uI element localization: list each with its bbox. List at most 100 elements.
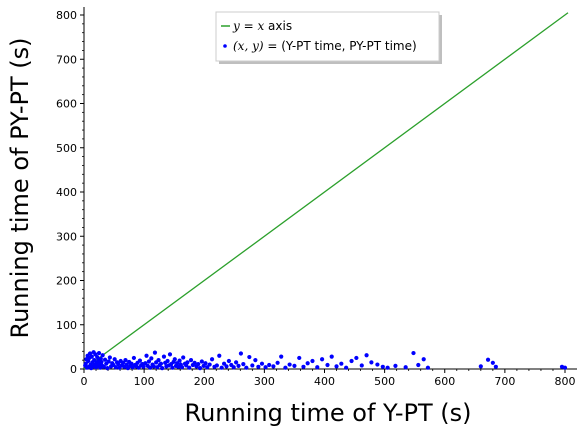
data-point [279, 354, 284, 359]
data-point [143, 361, 148, 366]
data-point [185, 360, 190, 365]
data-point [87, 351, 93, 356]
data-point [137, 358, 143, 363]
data-point [403, 365, 408, 370]
data-point [105, 366, 110, 371]
axes-frame [83, 7, 577, 370]
data-point [96, 350, 102, 356]
data-point [305, 361, 310, 366]
data-point [250, 363, 255, 368]
y-tick-label: 200 [56, 275, 77, 288]
data-point [175, 361, 180, 366]
reference-line-layer [83, 12, 569, 370]
data-point [199, 359, 204, 364]
data-point [151, 364, 156, 369]
data-point [226, 358, 232, 364]
legend-entry-line-label: axis [264, 19, 292, 33]
data-point [224, 364, 229, 369]
data-point [329, 354, 334, 359]
points-layer [83, 350, 568, 371]
data-point [310, 358, 315, 364]
data-point [100, 353, 105, 358]
data-point [112, 357, 117, 362]
y-tick-label: 500 [56, 142, 77, 155]
x-tick-label: 800 [555, 375, 576, 388]
legend-entry-line-math: y = x [232, 19, 264, 33]
data-point [179, 365, 185, 370]
y-tick-label: 800 [56, 9, 77, 22]
data-point [205, 365, 210, 370]
data-point [339, 361, 344, 366]
data-point [380, 364, 385, 369]
data-point [369, 360, 374, 365]
legend-entry-points: (x, y) = (Y-PT time, PY-PT time) [233, 39, 417, 53]
data-point [129, 361, 134, 366]
data-point [92, 358, 97, 363]
data-point [287, 362, 292, 367]
data-point [267, 362, 272, 368]
data-point [421, 357, 426, 362]
data-point [83, 361, 88, 366]
y-axis-ticks: 0 100 200 300 400 500 600 700 800 [56, 9, 84, 376]
data-point [152, 350, 158, 355]
data-point [485, 357, 491, 362]
x-tick-label: 400 [314, 375, 335, 388]
data-point [187, 365, 192, 370]
data-point [158, 361, 164, 366]
legend-entry-points-label: (Y-PT time, PY-PT time) [277, 39, 416, 53]
data-point [315, 365, 320, 370]
data-point [209, 357, 215, 362]
data-point [275, 360, 280, 365]
x-tick-label: 0 [81, 375, 88, 388]
data-point [116, 362, 121, 367]
data-point [493, 364, 498, 369]
data-point [101, 364, 106, 369]
data-point [221, 361, 227, 366]
data-point [120, 360, 126, 365]
data-point [247, 354, 252, 360]
data-point [214, 363, 219, 368]
data-point [562, 365, 568, 370]
y-tick-label: 300 [56, 230, 77, 243]
data-point [234, 360, 239, 365]
data-point [203, 361, 208, 366]
x-axis-ticks: 0 100 200 300 400 500 600 700 800 [81, 369, 576, 388]
data-point [196, 362, 201, 367]
y-tick-label: 600 [56, 98, 77, 111]
data-point [107, 355, 112, 360]
y-axis-title: Running time of PY-PT (s) [6, 38, 34, 339]
data-point [236, 363, 241, 369]
data-point [393, 363, 398, 369]
y-tick-label: 700 [56, 53, 77, 66]
data-point [244, 365, 249, 370]
data-point [263, 365, 268, 370]
legend-entry-points-math: (x, y) = [233, 39, 277, 53]
data-point [241, 362, 246, 367]
data-point [334, 364, 339, 369]
data-point [177, 358, 182, 363]
y-tick-label: 0 [70, 363, 77, 376]
data-point [160, 366, 165, 371]
data-point [301, 364, 306, 369]
data-point [256, 364, 261, 369]
data-point [148, 365, 153, 370]
data-point [253, 358, 258, 363]
data-point [123, 358, 128, 363]
legend-point-swatch [223, 44, 227, 48]
y-tick-label: 400 [56, 186, 77, 199]
legend-entry-line: y = x axis [232, 19, 292, 33]
legend-box [215, 11, 440, 62]
data-point [149, 356, 154, 361]
data-point [144, 353, 149, 358]
data-point [490, 360, 495, 365]
data-point [106, 359, 111, 364]
data-point [385, 365, 390, 370]
data-point [359, 363, 364, 368]
data-point [217, 353, 222, 358]
data-point [271, 364, 276, 369]
data-point [319, 357, 325, 362]
data-point [113, 365, 118, 370]
data-point [170, 365, 175, 370]
data-point [478, 364, 483, 369]
data-point [325, 362, 330, 368]
